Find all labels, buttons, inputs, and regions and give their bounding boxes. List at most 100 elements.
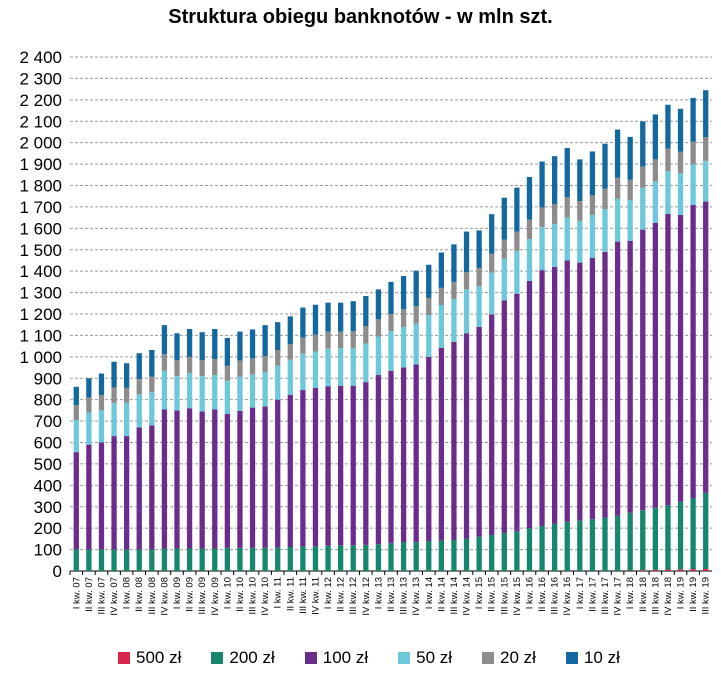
bar-segment <box>312 304 319 335</box>
bar-segment <box>338 545 344 571</box>
bar-segment <box>275 547 281 571</box>
x-tick-label: III kw. 08 <box>147 577 158 615</box>
bar-segment <box>690 204 696 499</box>
legend-item: 20 zł <box>482 648 536 668</box>
bar-segment <box>161 325 168 355</box>
y-tick-label: 100 <box>34 541 62 560</box>
bar-segment <box>501 197 507 240</box>
bar-segment <box>149 376 155 393</box>
x-tick-label: III kw. 19 <box>701 577 712 615</box>
x-tick-label: I kw. 14 <box>424 577 435 609</box>
bar-segment <box>186 408 193 549</box>
bar-segment <box>640 166 646 188</box>
bar-segment <box>526 176 533 220</box>
bar-segment <box>413 542 419 571</box>
bar-segment <box>413 323 419 365</box>
bar-segment <box>224 380 230 415</box>
legend-item: 100 zł <box>304 648 368 668</box>
bar-segment <box>224 365 230 381</box>
bar-segment <box>312 387 319 547</box>
bar-segment <box>514 250 520 294</box>
bar-segment <box>388 314 394 332</box>
bar-segment <box>212 328 218 359</box>
bar-segment <box>501 532 507 571</box>
bar-segment <box>149 425 155 550</box>
x-tick-label: IV kw. 14 <box>462 577 473 616</box>
legend-swatch <box>398 652 411 664</box>
bar-segment <box>665 213 671 506</box>
bar-segment <box>300 337 306 354</box>
bar-segment <box>237 331 243 361</box>
bar-segment <box>514 531 520 571</box>
bar-segment <box>602 251 608 518</box>
bar-segment <box>690 141 696 165</box>
bar-segment <box>602 209 608 252</box>
bar-segment <box>186 548 193 571</box>
x-tick-label: IV kw. 09 <box>210 577 221 616</box>
bar-segment <box>614 241 621 516</box>
bar-segment <box>73 386 79 406</box>
x-tick-label: II kw. 16 <box>537 577 548 612</box>
bar-segment <box>476 286 482 327</box>
bar-segment <box>413 270 419 307</box>
bar-segment <box>539 270 545 527</box>
bar-segment <box>338 385 344 546</box>
bar-segment <box>514 231 520 251</box>
bar-segment <box>136 378 142 395</box>
bar-segment <box>338 302 344 332</box>
bar-segment <box>602 517 608 571</box>
x-tick-label: IV kw. 08 <box>159 577 170 616</box>
x-tick-label: I kw. 09 <box>172 577 183 609</box>
bar-segment <box>602 188 608 210</box>
bar-segment <box>73 452 79 550</box>
bar-segment <box>149 349 155 377</box>
legend-item: 50 zł <box>398 648 452 668</box>
bar-segment <box>463 538 470 571</box>
bar-segment <box>199 548 205 571</box>
bar-segment <box>338 331 344 349</box>
bar-segment <box>300 353 306 391</box>
bar-segment <box>73 420 79 453</box>
bar-segment <box>212 375 218 410</box>
bar-segment <box>262 372 268 407</box>
bar-segment <box>224 414 230 548</box>
bar-segment <box>86 412 92 445</box>
bar-segment <box>577 520 583 571</box>
bar-segment <box>275 365 281 400</box>
x-tick-label: IV kw. 13 <box>411 577 422 616</box>
y-tick-label: 1 700 <box>19 198 62 217</box>
bar-segment <box>677 214 684 502</box>
bar-segment <box>73 405 79 421</box>
bar-segment <box>652 181 658 223</box>
x-tick-label: III kw. 13 <box>399 577 410 615</box>
bar-segment <box>589 519 596 571</box>
chart-title: Struktura obiegu banknotów - w mln szt. <box>168 6 553 28</box>
legend-swatch <box>211 652 224 664</box>
bar-segment <box>652 159 658 182</box>
x-tick-label: II kw. 12 <box>336 577 347 612</box>
bar-segment <box>350 385 356 546</box>
bar-segment <box>476 267 482 287</box>
bar-segment <box>388 281 394 314</box>
bar-segment <box>463 289 470 334</box>
bar-segment <box>174 360 180 377</box>
chart-plot: 0 100 200 300 400 500 600 700 800 900 1 000 1 100 1 … <box>19 48 712 616</box>
bar-segment <box>149 392 155 426</box>
bar-segment <box>614 129 621 178</box>
bar-segment <box>312 351 319 388</box>
bar-segment <box>262 406 268 548</box>
bar-segment <box>564 260 570 522</box>
bar-segment <box>476 230 482 268</box>
bar-segment <box>400 542 407 571</box>
bar-segment <box>677 108 684 152</box>
bar-segment <box>652 114 658 160</box>
bar-segment <box>703 492 709 569</box>
bar-segment <box>249 329 256 359</box>
bar-segment <box>627 512 633 571</box>
bar-segment <box>375 375 382 545</box>
y-tick-label: 1 300 <box>19 284 62 303</box>
bar-segment <box>564 521 570 571</box>
bar-segment <box>665 569 671 571</box>
bar-segment <box>489 214 495 254</box>
